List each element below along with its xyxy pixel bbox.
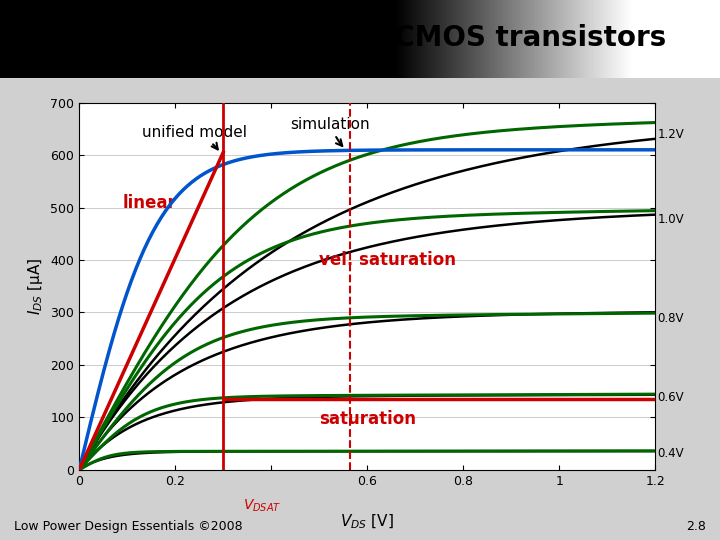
Text: 2.8: 2.8 [685,520,706,534]
Text: Low Power Design Essentials ©2008: Low Power Design Essentials ©2008 [14,520,243,534]
Text: 1.2V: 1.2V [657,127,684,140]
X-axis label: $V_{DS}$ [V]: $V_{DS}$ [V] [341,512,394,531]
Text: unified model: unified model [142,125,246,150]
Text: simulation: simulation [290,117,370,146]
Text: linear: linear [122,193,176,212]
Text: 0.8V: 0.8V [657,312,684,325]
Text: vel. saturation: vel. saturation [319,251,456,269]
Text: Models for sub-100 nm CMOS transistors: Models for sub-100 nm CMOS transistors [25,24,667,52]
Text: 0.6V: 0.6V [657,391,684,404]
Text: saturation: saturation [319,410,416,428]
Text: 0.4V: 0.4V [657,447,684,460]
Text: $V_{DSAT}$: $V_{DSAT}$ [243,497,282,514]
Text: 1.0V: 1.0V [657,213,684,226]
Y-axis label: $I_{DS}$ [μA]: $I_{DS}$ [μA] [26,258,45,315]
